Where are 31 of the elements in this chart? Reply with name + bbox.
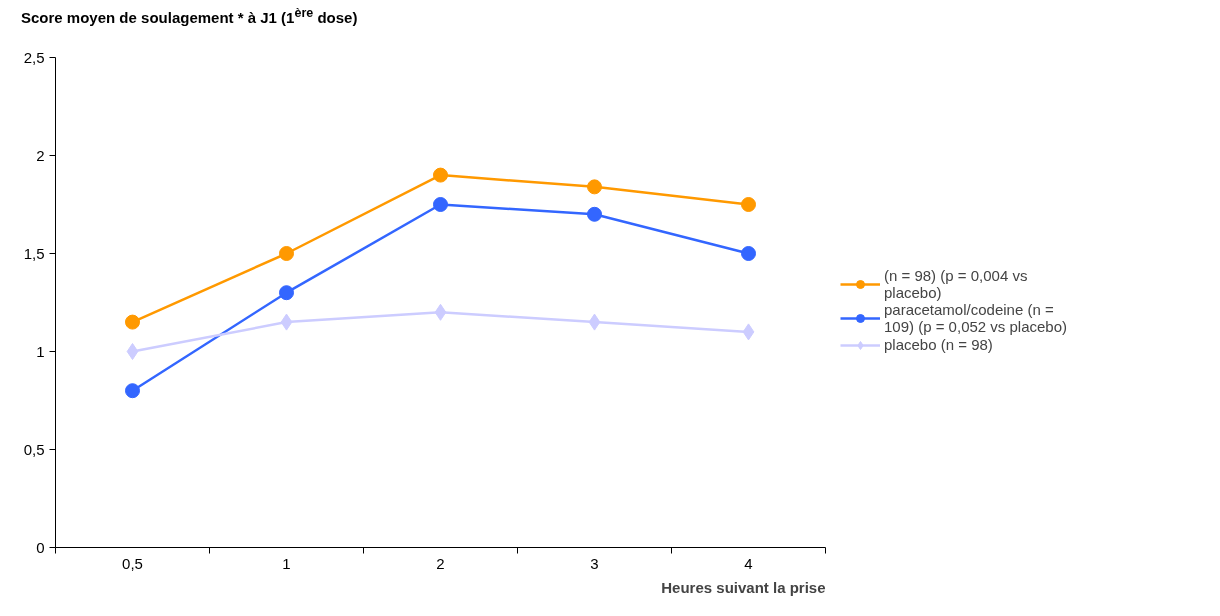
x-tick-label: 1 [282,554,291,572]
x-axis-title: Heures suivant la prise [661,578,826,596]
point [741,197,756,212]
y-tick-label: 0,5 [23,440,45,458]
point [125,383,140,399]
y-tick-label: 1,5 [23,244,45,262]
point [587,206,602,222]
legend-label: paracetamol/codeine (n = 109) (p = 0,052 vs placebo) [884,300,1068,335]
y-tick-label: 2 [36,146,45,164]
legend-label: (n = 98) (p = 0,004 vs placebo) [884,266,1028,301]
x-tick-label: 4 [744,554,753,572]
point [741,246,756,261]
x-tick-label: 0,5 [122,554,143,572]
point [587,179,602,195]
legend-label: placebo (n = 98) [884,336,993,353]
point [433,197,448,212]
y-tick-label: 2,5 [23,48,45,66]
point [279,285,294,301]
point [742,323,755,341]
point [434,303,447,321]
point [588,313,601,331]
point [126,343,139,360]
point [280,313,293,331]
x-tick-label: 3 [590,554,599,572]
point [279,246,294,261]
point [433,167,448,183]
x-tick-label: 2 [436,554,445,572]
y-tick-label: 0 [36,538,45,556]
point [125,314,140,330]
y-tick-label: 1 [36,342,45,360]
chart-title: Score moyen de soulagement * à J1 (1$^{ère}$ dose) [20,5,358,28]
